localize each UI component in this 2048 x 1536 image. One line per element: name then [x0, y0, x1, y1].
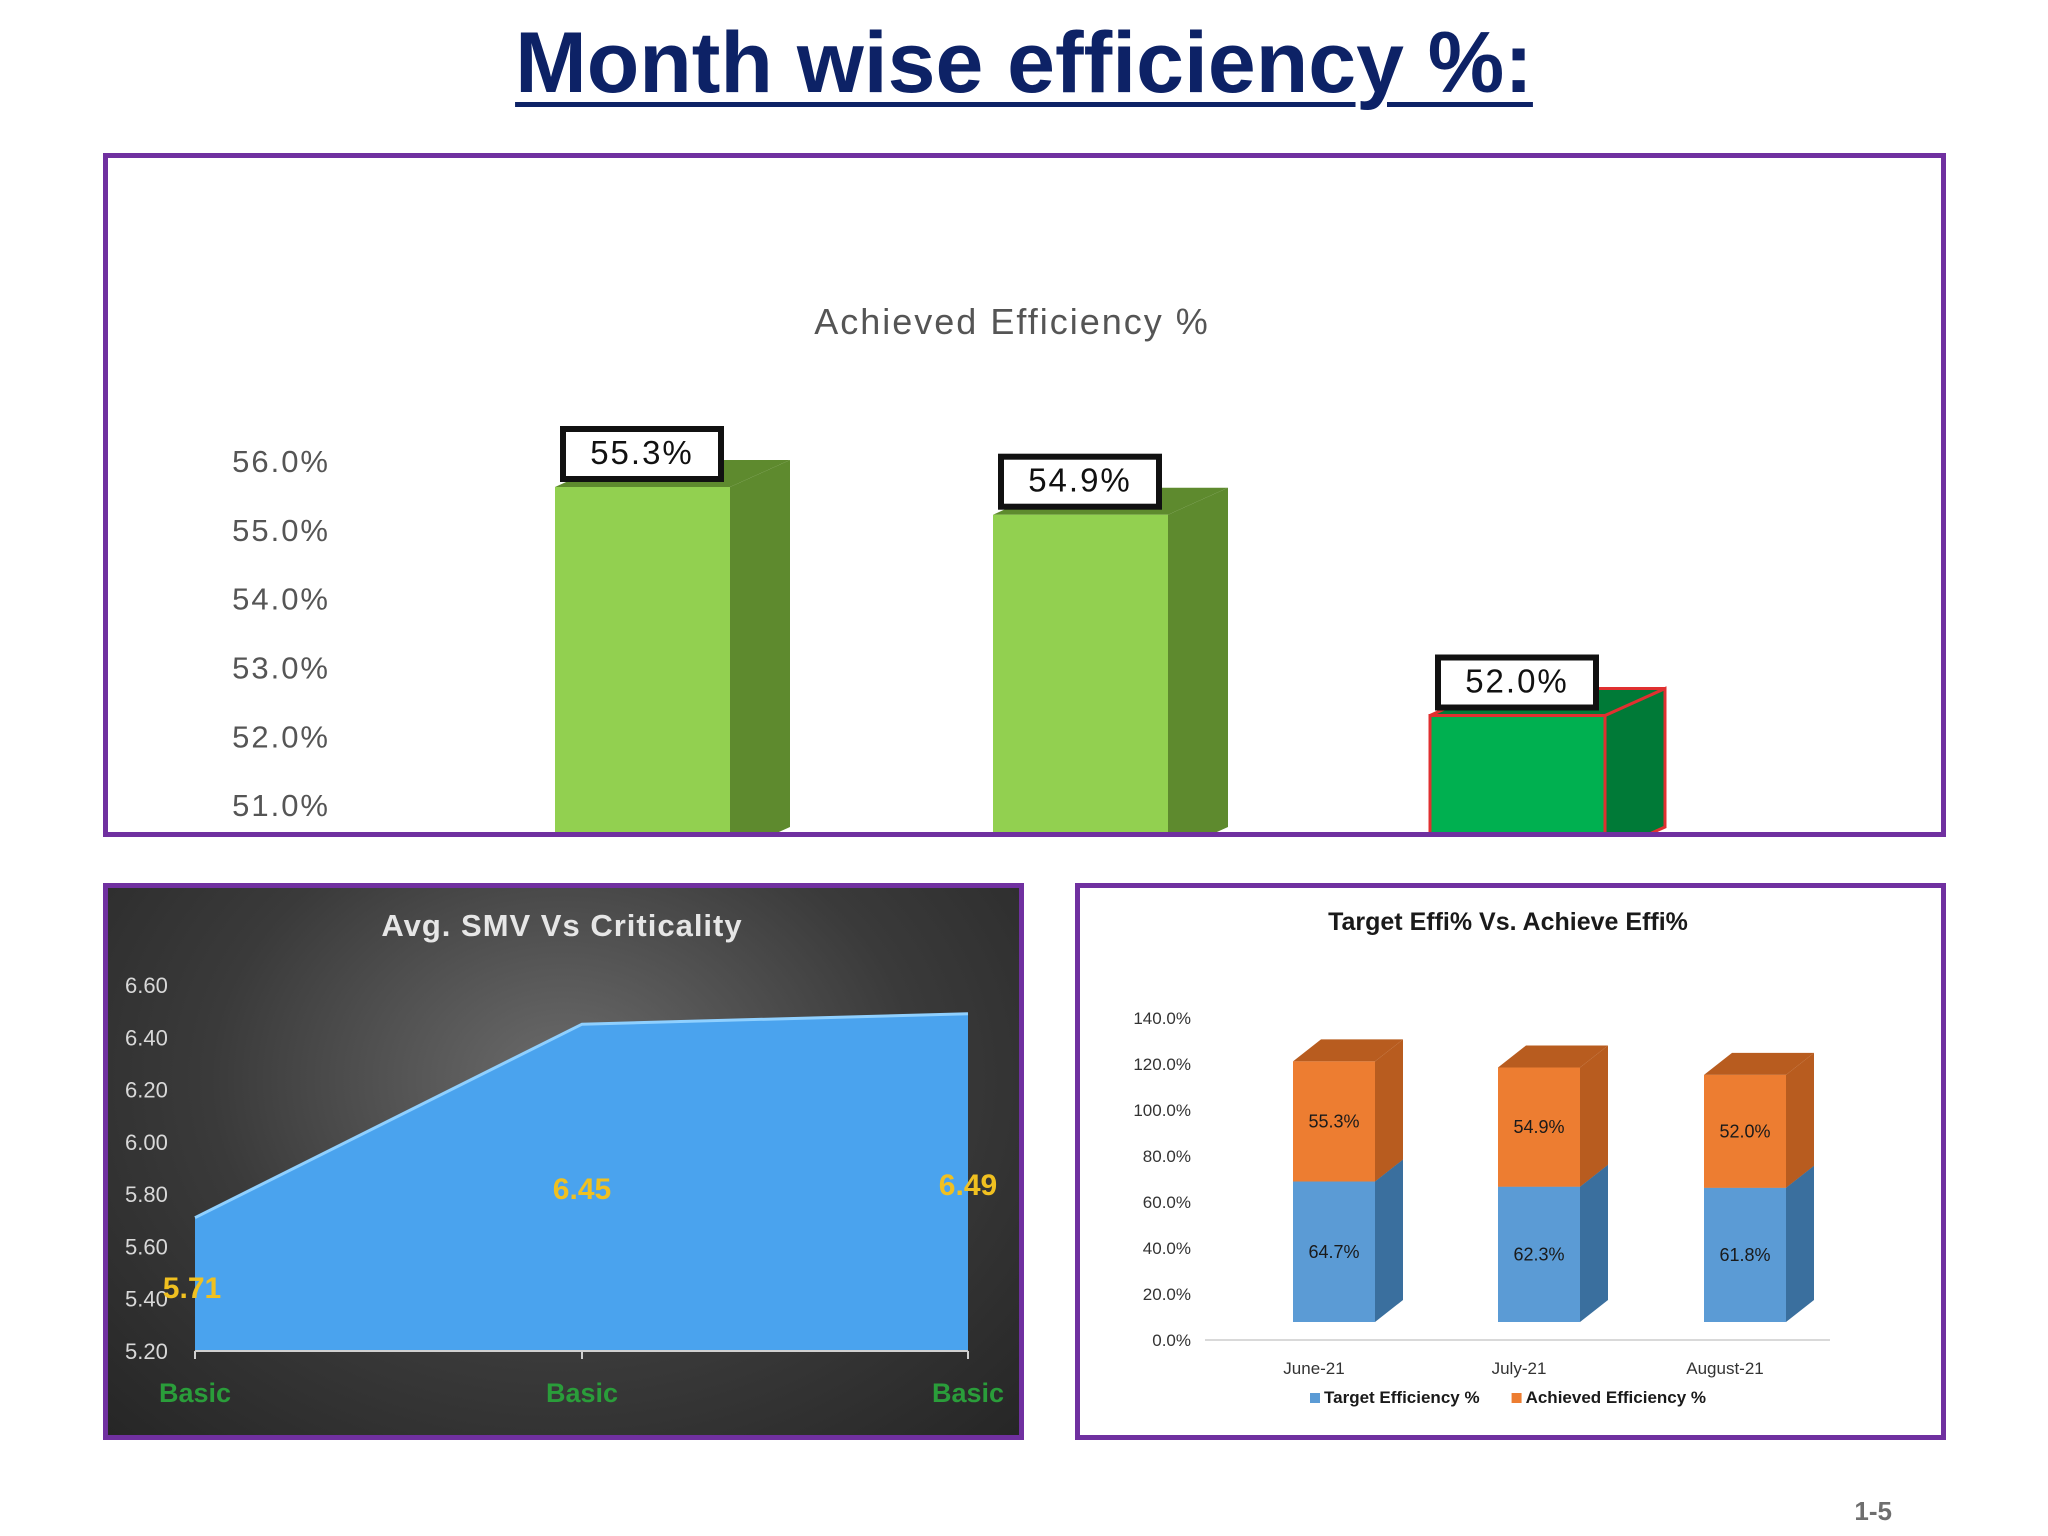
y-tick-label: 40.0%: [1143, 1239, 1191, 1258]
y-tick-label: 5.40: [125, 1287, 168, 1312]
y-tick-label: 0.0%: [1152, 1331, 1191, 1350]
legend-item: Achieved Efficiency %: [1511, 1388, 1706, 1407]
x-tick-label: August-21: [1686, 1359, 1764, 1378]
area-series-top-line: [194, 1012, 969, 1220]
data-label-box: [560, 426, 724, 482]
data-label: 61.8%: [1719, 1245, 1770, 1265]
stacked-bar-segment: [1293, 1159, 1403, 1322]
y-tick-label: 5.60: [125, 1234, 168, 1259]
target-vs-achieved-chart-panel: Target Effi% Vs. Achieve Effi% 0.0% 20.0% 4…: [1075, 883, 1946, 1440]
y-tick-label: 56.0%: [232, 444, 330, 479]
y-tick-label: 80.0%: [1143, 1147, 1191, 1166]
x-tick-label: Basic: [932, 1378, 1004, 1408]
y-tick-label: 120.0%: [1133, 1055, 1191, 1074]
data-label-box: [998, 453, 1162, 510]
data-label: 62.3%: [1513, 1244, 1564, 1264]
legend-item: Target Efficiency %: [1310, 1388, 1480, 1407]
y-tick-label: 53.0%: [232, 651, 330, 686]
stacked-bar-segment: [1498, 1045, 1608, 1187]
x-tick-label: Basic: [159, 1378, 231, 1408]
y-tick-label: 6.00: [125, 1130, 168, 1155]
bar: [993, 487, 1228, 832]
page-title: Month wise efficiency %:: [515, 15, 1533, 111]
data-label: 6.49: [939, 1169, 997, 1202]
chart-title: Achieved Efficiency %: [814, 301, 1210, 342]
achieved-efficiency-chart-panel: Achieved Efficiency %50.0%51.0%52.0%53.0…: [103, 153, 1946, 837]
data-label: 52.0%: [1465, 663, 1569, 700]
data-label: 55.3%: [1308, 1111, 1359, 1131]
y-tick-label: 55.0%: [232, 513, 330, 548]
stacked-bar-segment: [1498, 1164, 1608, 1322]
area-series: [195, 1013, 968, 1351]
x-tick-label: Basic: [546, 1378, 618, 1408]
x-tick-label: June-21: [1283, 1359, 1344, 1378]
bar: [555, 460, 790, 832]
avg-smv-chart: Avg. SMV Vs Criticality 5.20 5.40 5.60 5.80 6…: [125, 908, 1004, 1408]
y-tick-label: 54.0%: [232, 582, 330, 617]
data-label: 52.0%: [1719, 1121, 1770, 1141]
data-label: 55.3%: [590, 434, 694, 471]
data-label: 6.45: [553, 1173, 611, 1206]
stacked-bar-segment: [1293, 1039, 1403, 1182]
achieved-efficiency-chart: Achieved Efficiency %50.0%51.0%52.0%53.0…: [232, 301, 1667, 832]
data-label: 5.71: [163, 1272, 221, 1305]
chart-title: Avg. SMV Vs Criticality: [381, 908, 742, 943]
y-tick-label: 51.0%: [232, 788, 330, 823]
avg-smv-chart-panel: Avg. SMV Vs Criticality 5.20 5.40 5.60 5.80 6…: [103, 883, 1024, 1440]
svg-text:Achieved Efficiency %: Achieved Efficiency %: [1526, 1388, 1706, 1407]
target-vs-achieved-chart: Target Effi% Vs. Achieve Effi% 0.0% 20.0% 4…: [1133, 908, 1830, 1407]
y-tick-label: 100.0%: [1133, 1101, 1191, 1120]
stacked-bar-segment: [1704, 1165, 1814, 1322]
svg-text:Target Efficiency %: Target Efficiency %: [1324, 1388, 1480, 1407]
data-label: 54.9%: [1513, 1117, 1564, 1137]
stacked-bar-segment: [1704, 1052, 1814, 1188]
y-tick-label: 6.40: [125, 1025, 168, 1050]
data-label: 64.7%: [1308, 1242, 1359, 1262]
y-tick-label: 6.60: [125, 973, 168, 998]
y-tick-label: 52.0%: [232, 719, 330, 754]
chart-title: Target Effi% Vs. Achieve Effi%: [1328, 908, 1688, 936]
y-tick-label: 20.0%: [1143, 1285, 1191, 1304]
page-number: 1-5: [1854, 1496, 1892, 1526]
y-tick-label: 60.0%: [1143, 1193, 1191, 1212]
data-label: 54.9%: [1028, 462, 1132, 499]
y-tick-label: 140.0%: [1133, 1009, 1191, 1028]
x-tick-label: July-21: [1492, 1359, 1547, 1378]
data-label-box: [1435, 654, 1599, 711]
y-tick-label: 6.20: [125, 1078, 168, 1103]
y-tick-label: 5.80: [125, 1182, 168, 1207]
y-tick-label: 5.20: [125, 1339, 168, 1364]
